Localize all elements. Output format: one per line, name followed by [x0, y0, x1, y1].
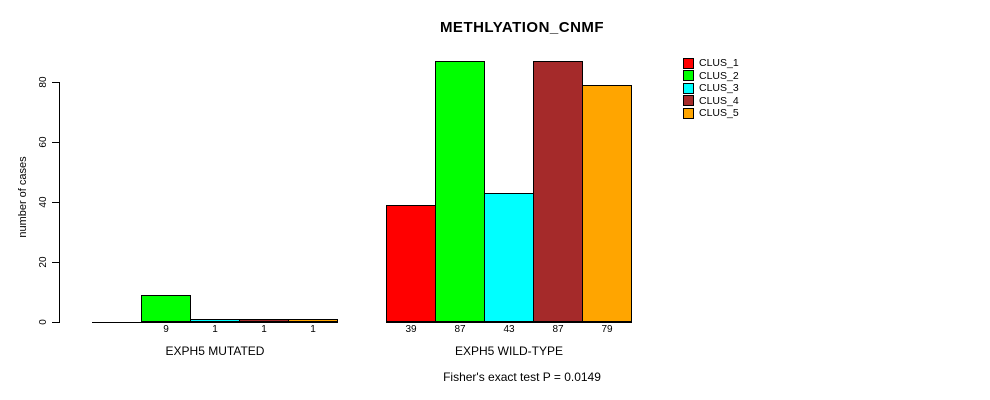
- legend-swatch-icon: [683, 70, 694, 81]
- legend-label: CLUS_2: [699, 69, 739, 82]
- group-label: EXPH5 WILD-TYPE: [454, 344, 564, 358]
- y-axis-label: number of cases: [17, 156, 29, 238]
- bar-value-label: 1: [212, 324, 218, 335]
- bar-clus_3: [484, 193, 534, 322]
- y-axis-tick: [52, 322, 59, 323]
- y-axis-tick: [52, 202, 59, 203]
- bar-value-label: 43: [503, 324, 515, 335]
- y-axis-tick-label: 40: [38, 196, 49, 208]
- bar-clus_4: [533, 61, 583, 322]
- bar-value-label: [92, 324, 142, 335]
- bar-value-label: 39: [405, 324, 417, 335]
- legend-item-clus_4: CLUS_4: [683, 95, 739, 107]
- bar-clus_5: [582, 85, 632, 322]
- legend-label: CLUS_1: [699, 57, 739, 69]
- chart-title: METHLYATION_CNMF: [439, 19, 605, 36]
- group-label: EXPH5 MUTATED: [165, 344, 265, 358]
- legend-swatch-icon: [683, 95, 694, 106]
- bar-clus_4: [239, 319, 289, 322]
- legend-label: CLUS_3: [699, 82, 739, 94]
- legend-item-clus_2: CLUS_2: [683, 70, 739, 82]
- y-axis-tick-label: 0: [38, 319, 49, 325]
- legend-label: CLUS_5: [699, 107, 739, 119]
- annotation-text: Fisher's exact test P = 0.0149: [443, 370, 601, 384]
- y-axis-tick: [52, 82, 59, 83]
- y-axis-tick: [52, 262, 59, 263]
- bar-value-label: 87: [454, 324, 466, 335]
- legend-swatch-icon: [683, 82, 694, 94]
- y-axis-line: [59, 82, 60, 323]
- y-axis-tick: [52, 142, 59, 143]
- bar-value-label: 87: [552, 324, 564, 335]
- group-baseline: [386, 322, 632, 323]
- bar-value-label: 79: [601, 324, 613, 335]
- bar-value-label: 1: [310, 324, 316, 335]
- y-axis-tick-label: 80: [38, 76, 49, 88]
- legend-label: CLUS_4: [699, 94, 739, 107]
- legend-item-clus_1: CLUS_1: [683, 57, 739, 69]
- bar-clus_2: [435, 61, 485, 322]
- bar-clus_5: [288, 319, 338, 322]
- bar-clus_3: [190, 319, 240, 322]
- y-axis-tick-label: 60: [38, 136, 49, 148]
- legend-swatch-icon: [683, 57, 694, 69]
- bar-clus_2: [141, 295, 191, 322]
- bar-value-label: 1: [261, 324, 267, 335]
- legend-item-clus_3: CLUS_3: [683, 82, 739, 94]
- bar-clus_1: [386, 205, 436, 322]
- legend-item-clus_5: CLUS_5: [683, 107, 739, 119]
- legend-swatch-icon: [683, 107, 694, 119]
- y-axis-tick-label: 20: [38, 256, 49, 268]
- bar-value-label: 9: [163, 324, 169, 335]
- group-baseline: [92, 322, 338, 323]
